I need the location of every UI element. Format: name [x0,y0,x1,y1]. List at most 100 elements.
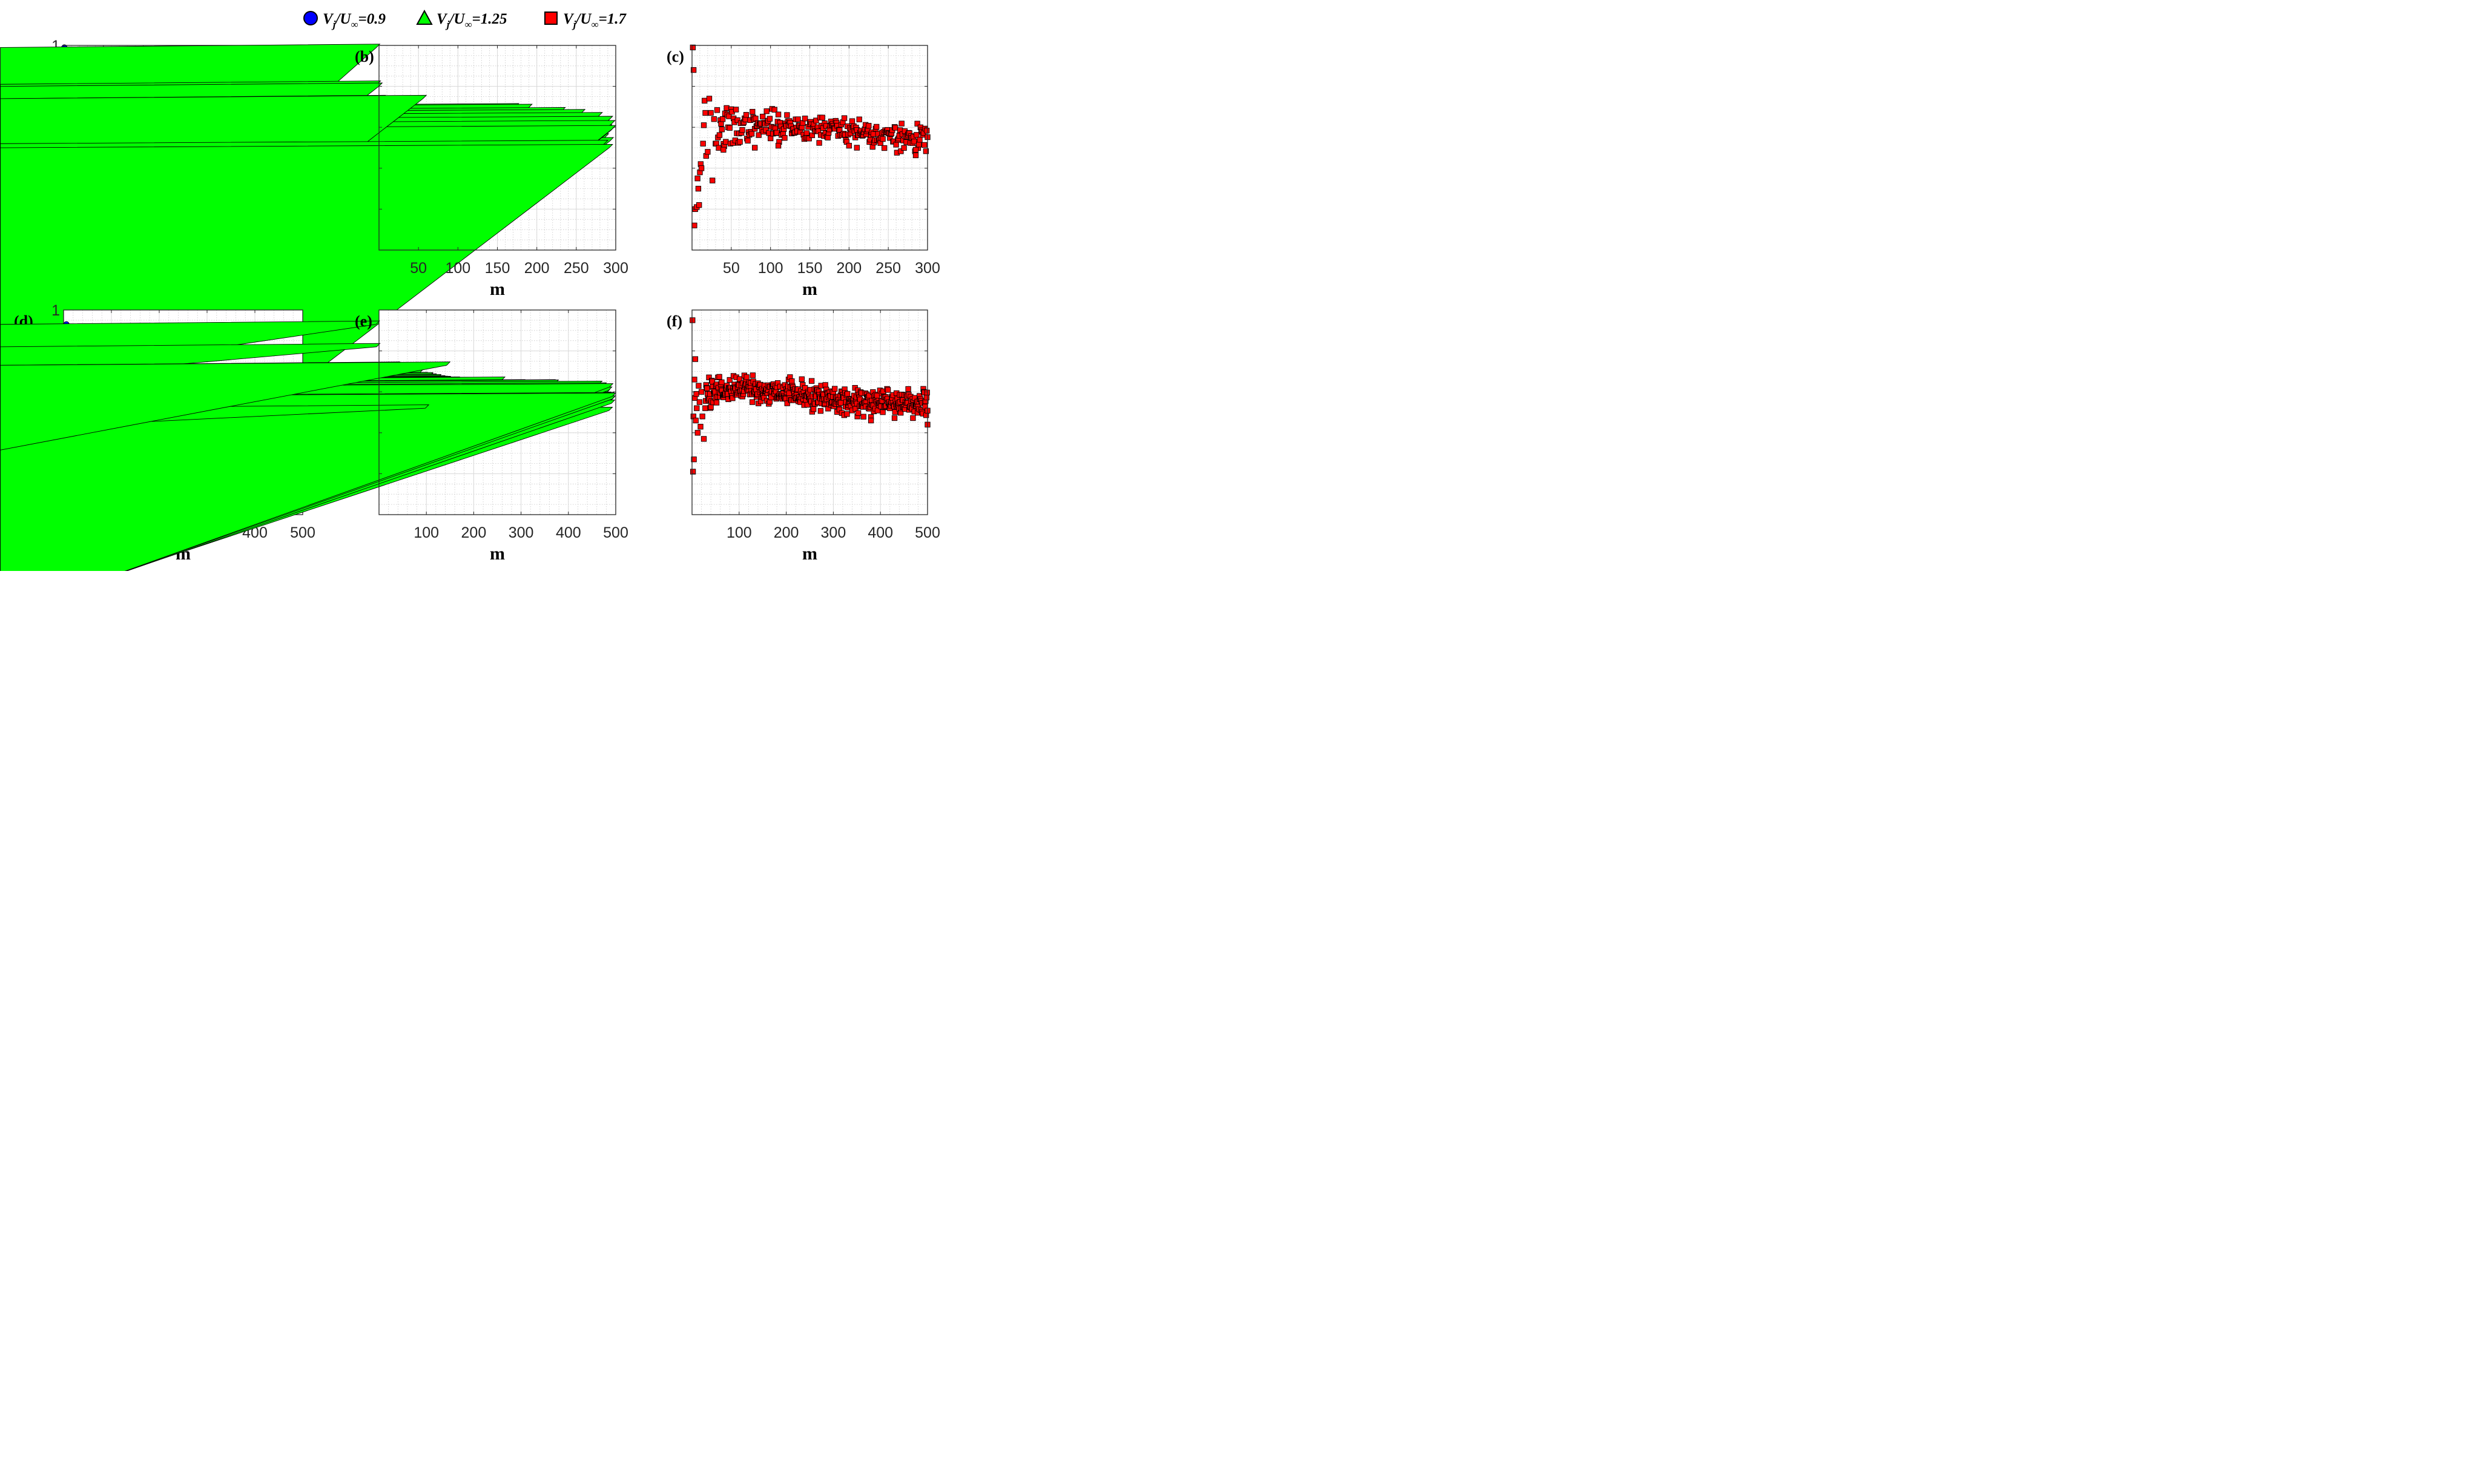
x-tick-label: 100 [445,260,470,277]
data-point [917,137,923,143]
scatter-points [0,320,617,571]
legend-label: Vj/U∞=0.9 [323,11,386,30]
data-point [813,117,819,124]
data-point [723,139,729,145]
x-tick-label: 150 [797,260,823,277]
x-tick-label: 400 [556,524,581,541]
data-point [698,165,705,171]
data-point [912,147,919,153]
data-point [702,405,708,411]
data-point [690,317,696,323]
data-point [692,356,699,362]
data-point [767,116,773,122]
data-point [697,424,704,430]
data-point [706,374,712,380]
data-point [694,176,701,182]
data-point [795,116,801,122]
data-point [771,107,777,113]
data-point [789,378,795,384]
x-axis-label: m [802,279,817,299]
data-point [750,108,756,115]
data-point [874,124,880,130]
x-tick-label: 300 [821,524,846,541]
data-point [698,389,705,395]
x-tick-label: 500 [290,524,315,541]
x-tick-label: 100 [727,524,752,541]
data-point [923,148,929,154]
data-point [694,430,701,436]
data-point [734,117,740,124]
data-point [730,395,736,401]
data-point [719,379,725,386]
data-point [809,132,816,139]
data-point [701,436,707,442]
x-tick-label: 500 [915,524,940,541]
data-point [808,378,815,384]
x-tick-label: 150 [485,260,510,277]
data-point [701,122,707,128]
x-tick-label: 500 [603,524,628,541]
data-point [880,409,886,415]
data-point [743,374,750,380]
y-tick-label: 1 [51,302,60,319]
data-point [774,130,780,136]
panel-label: (c) [667,48,684,65]
data-point [716,145,722,151]
data-point [914,120,920,127]
ticks [692,309,928,515]
x-tick-label: 200 [461,524,487,541]
x-tick-label: 300 [915,260,940,277]
data-point [923,394,930,401]
data-point [775,142,782,149]
x-tick-label: 400 [868,524,893,541]
data-point [737,139,743,145]
data-point [763,127,769,133]
ticks [379,45,616,251]
x-axis-label: m [490,279,505,299]
data-point [825,134,831,140]
data-point [841,115,848,121]
data-point [846,142,852,149]
data-point [912,152,919,159]
data-point [690,67,697,73]
data-point [924,389,930,395]
x-tick-label: 100 [414,524,439,541]
legend-entry: Vj/U∞=1.7 [544,11,627,30]
data-point [719,116,726,122]
panel-e: 100 200 300 400 500 m (e) [0,309,628,571]
data-point [694,405,700,411]
x-axis-label: m [490,544,505,564]
data-point [911,139,917,145]
data-point [705,149,711,155]
data-point [844,411,850,417]
data-point [916,142,922,148]
data-point [892,125,898,131]
data-point [753,116,759,122]
data-point [695,185,702,192]
data-point [845,391,851,397]
x-tick-label: 200 [836,260,862,277]
data-point [748,131,755,137]
data-point [719,127,725,133]
data-point [775,111,782,117]
data-point [898,148,904,154]
data-point [749,399,756,405]
axes-box [691,309,928,515]
data-point [760,113,766,120]
data-point [702,97,708,104]
data-point [891,415,898,421]
data-point [921,142,928,148]
data-point [799,376,805,382]
data-point [736,376,743,382]
legend-entry: Vj/U∞=1.25 [416,9,507,30]
x-tick-label: 250 [875,260,901,277]
data-point [691,222,697,229]
x-axis-label: m [802,544,817,564]
data-point [716,132,723,138]
panel-label: (f) [667,312,682,330]
data-point [711,116,717,122]
x-tick-label: 200 [524,260,550,277]
x-tick-label: 300 [509,524,534,541]
legend-triangle-marker [416,9,433,25]
scatter-points [690,44,931,229]
